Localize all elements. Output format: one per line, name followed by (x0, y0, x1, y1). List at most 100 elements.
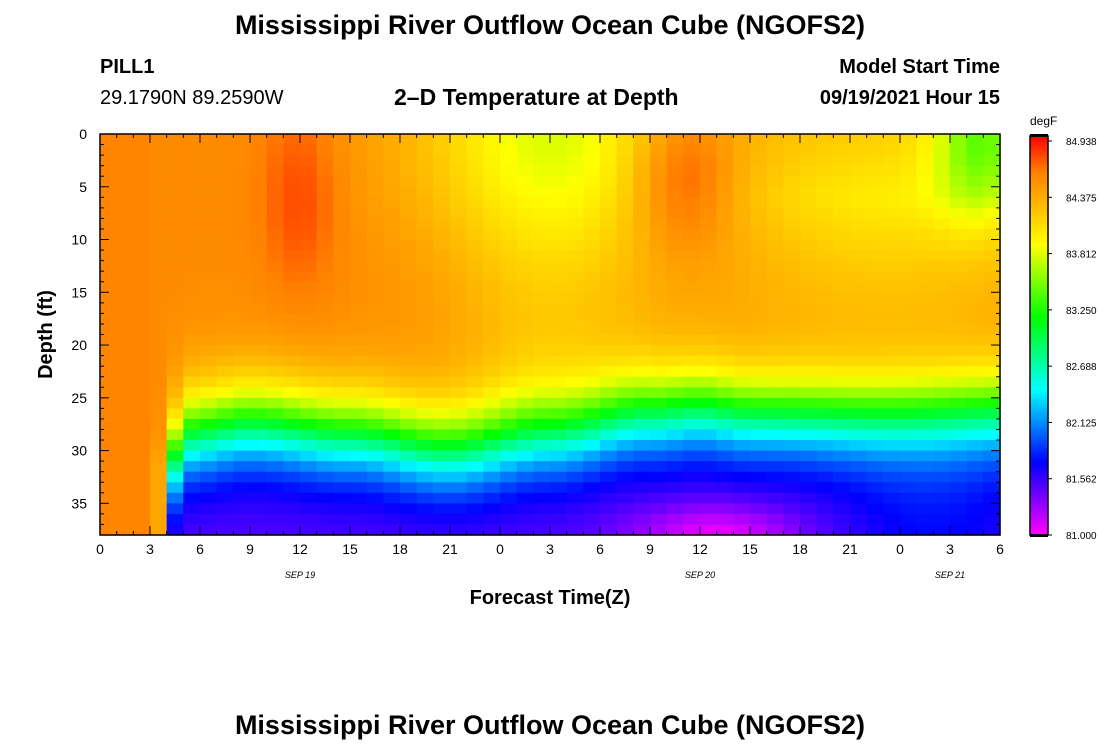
heatmap-cell (533, 218, 551, 230)
heatmap-cell (433, 134, 451, 146)
heatmap-cell (600, 440, 618, 452)
heatmap-cell (466, 323, 484, 336)
heatmap-cell (500, 186, 518, 198)
heatmap-cell (950, 176, 968, 188)
x-tick-label: 9 (646, 541, 654, 557)
heatmap-cell (150, 313, 168, 325)
heatmap-cell (850, 513, 868, 526)
heatmap-cell (183, 186, 201, 198)
heatmap-cell (150, 376, 168, 388)
heatmap-cell (200, 250, 218, 262)
heatmap-cell (416, 155, 434, 167)
colorbar-segment (1030, 425, 1048, 429)
heatmap-cell (850, 461, 868, 473)
heatmap-cell (266, 450, 284, 462)
x-tick-label: 18 (792, 541, 808, 557)
heatmap-cell (816, 239, 834, 251)
heatmap-cell (533, 197, 551, 209)
heatmap-cell (233, 524, 251, 536)
heatmap-cell (200, 260, 218, 272)
heatmap-cell (650, 503, 668, 515)
heatmap-cell (866, 218, 884, 230)
heatmap-cell (733, 197, 751, 209)
heatmap-cell (150, 387, 168, 399)
heatmap-cell (700, 482, 718, 494)
heatmap-cell (800, 355, 818, 367)
heatmap-cell (550, 250, 568, 262)
heatmap-cell (116, 492, 134, 504)
heatmap-cell (233, 429, 251, 441)
heatmap-cell (750, 323, 768, 336)
heatmap-cell (850, 355, 868, 367)
heatmap-cell (566, 418, 584, 431)
colorbar-segment (1030, 238, 1048, 242)
heatmap-cell (250, 471, 268, 483)
colorbar-segment (1030, 225, 1048, 229)
heatmap-cell (316, 134, 334, 146)
heatmap-cell (433, 429, 451, 441)
heatmap-cell (666, 376, 684, 388)
heatmap-cell (550, 186, 568, 198)
heatmap-cell (666, 176, 684, 188)
heatmap-cell (833, 397, 851, 409)
colorbar-segment (1030, 450, 1048, 454)
heatmap-cell (250, 524, 268, 536)
heatmap-cell (316, 207, 334, 220)
heatmap-cell (350, 429, 368, 441)
heatmap-cell (150, 197, 168, 209)
heatmap-cell (583, 334, 601, 346)
heatmap-cell (533, 228, 551, 241)
heatmap-cell (733, 418, 751, 431)
heatmap-cell (500, 281, 518, 293)
heatmap-cell (950, 292, 968, 304)
heatmap-cell (883, 440, 901, 452)
heatmap-cell (616, 450, 634, 462)
heatmap-cell (783, 345, 801, 357)
heatmap-cell (183, 176, 201, 188)
heatmap-cell (450, 376, 468, 388)
heatmap-cell (233, 239, 251, 251)
heatmap-cell (333, 144, 351, 156)
heatmap-cell (183, 345, 201, 357)
colorbar-segment (1030, 230, 1048, 234)
heatmap-cell (650, 418, 668, 431)
heatmap-cell (616, 334, 634, 346)
heatmap-cell (116, 271, 134, 283)
heatmap-cell (933, 313, 951, 325)
heatmap-cell (733, 176, 751, 188)
heatmap-cell (833, 334, 851, 346)
colorbar-segment (1030, 465, 1048, 469)
heatmap-cell (933, 492, 951, 504)
heatmap-cell (400, 503, 418, 515)
heatmap-cell (533, 408, 551, 420)
heatmap-cell (750, 418, 768, 431)
heatmap-cell (483, 313, 501, 325)
heatmap-cell (600, 207, 618, 220)
heatmap-cell (100, 408, 118, 420)
heatmap-cell (133, 334, 151, 346)
heatmap-cell (283, 271, 301, 283)
heatmap-cell (466, 207, 484, 220)
heatmap-cell (966, 134, 984, 146)
heatmap-cell (933, 239, 951, 251)
heatmap-cell (200, 313, 218, 325)
heatmap-cell (366, 524, 384, 536)
heatmap-cell (750, 228, 768, 241)
heatmap-cell (650, 355, 668, 367)
heatmap-cell (350, 228, 368, 241)
heatmap-cell (700, 228, 718, 241)
heatmap-cell (883, 302, 901, 314)
heatmap-cell (216, 271, 234, 283)
heatmap-cell (566, 408, 584, 420)
heatmap-cell (583, 450, 601, 462)
heatmap-cell (800, 218, 818, 230)
heatmap-cell (733, 207, 751, 220)
heatmap-cell (650, 302, 668, 314)
heatmap-cell (150, 461, 168, 473)
colorbar-segment (1030, 213, 1048, 217)
heatmap-cell (950, 418, 968, 431)
heatmap-cell (666, 355, 684, 367)
heatmap-cell (350, 440, 368, 452)
heatmap-cell (800, 144, 818, 156)
heatmap-cell (616, 429, 634, 441)
